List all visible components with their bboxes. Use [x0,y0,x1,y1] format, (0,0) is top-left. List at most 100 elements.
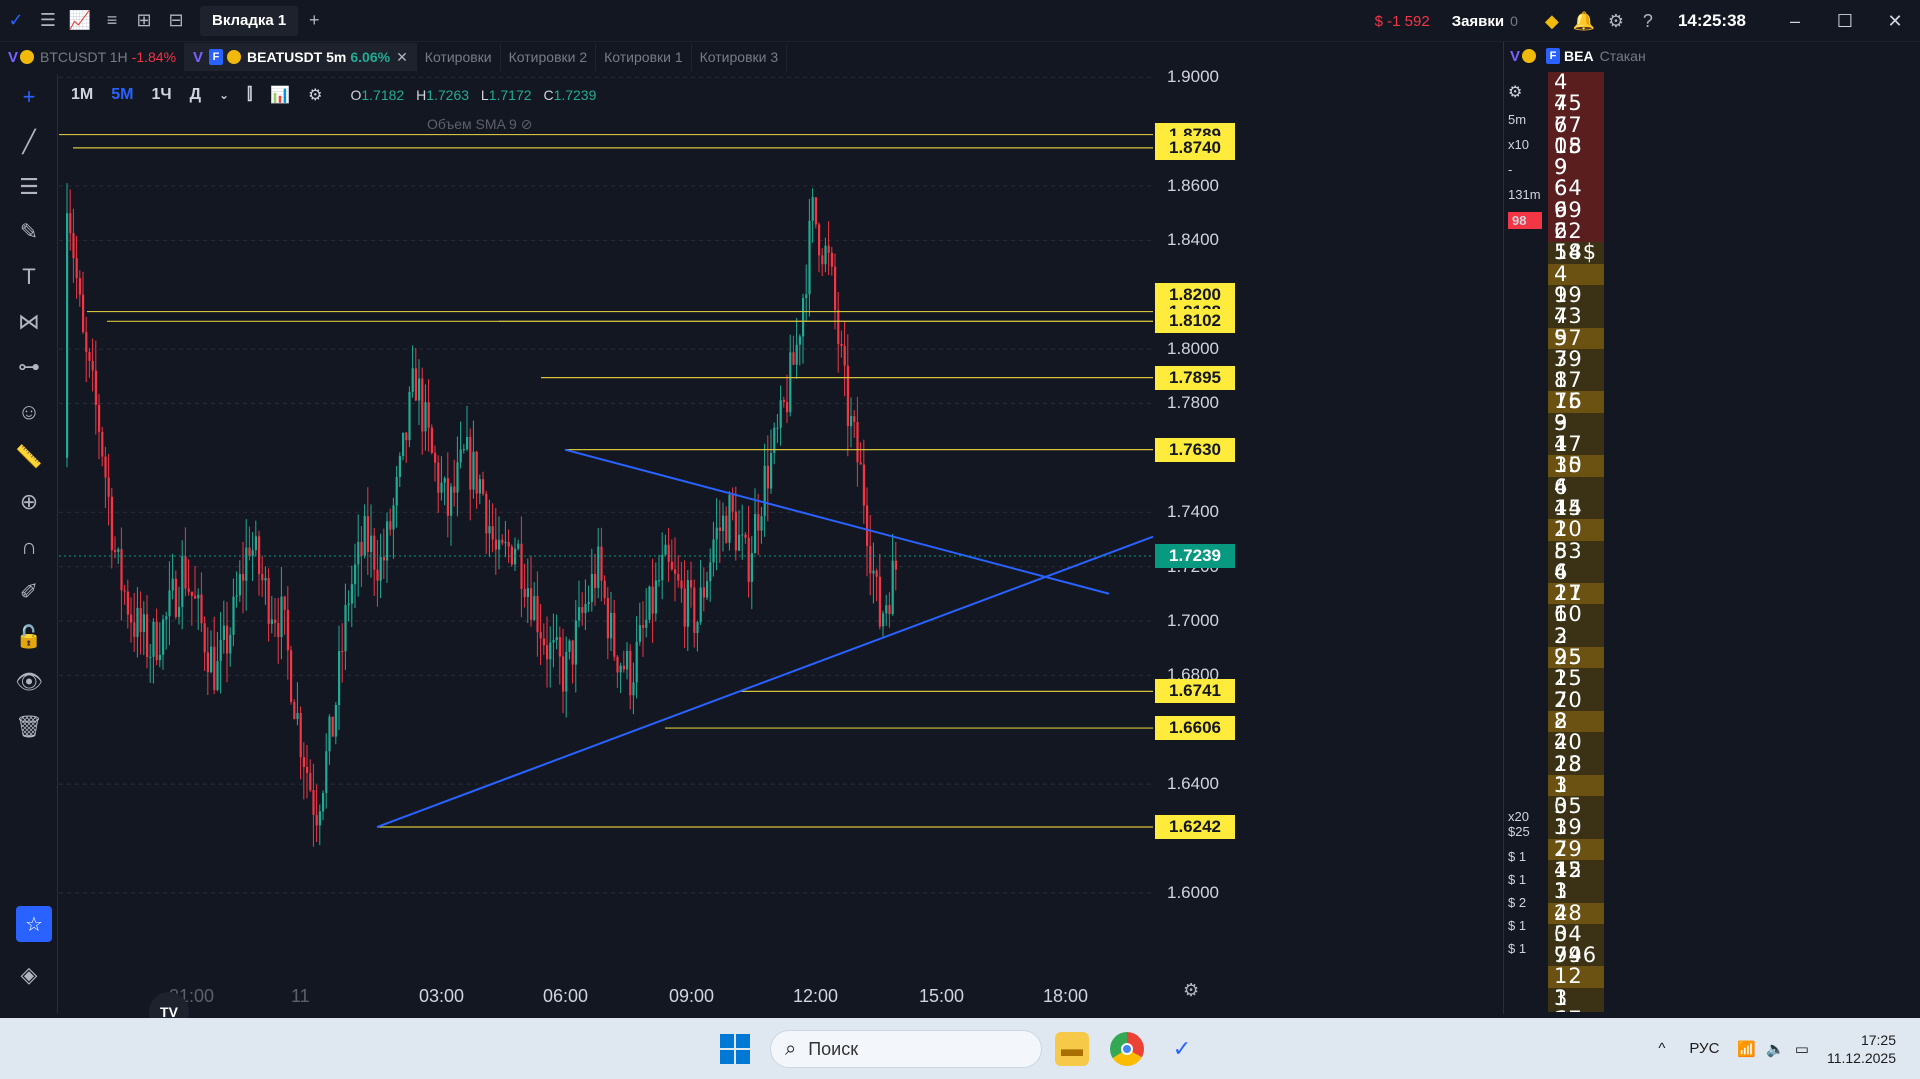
exchange-icon[interactable]: ◆ [1545,10,1559,31]
tab-quotes-3[interactable]: Котировки 3 [692,43,788,71]
trading-app-icon[interactable]: ✓ [1172,1036,1192,1061]
wifi-icon[interactable]: 📶 [1737,1040,1757,1058]
orderbook-row[interactable]: 6 45 [1548,476,1604,519]
ob-minus[interactable]: - [1508,162,1513,177]
orderbook-row[interactable]: 17 6 [1548,582,1604,625]
tab-quotes-1[interactable]: Котировки 1 [596,43,692,71]
chevron-down-icon[interactable]: ⌄ [219,88,230,102]
orderbook-row[interactable]: 9 64 [1548,156,1604,199]
level-price-badge[interactable]: 1.6242 [1155,815,1235,840]
language-indicator[interactable]: РУС [1689,1040,1720,1057]
orderbook-row[interactable]: 8 40 [1548,710,1604,753]
ob-amount[interactable]: $ 1 [1508,872,1527,887]
battery-icon[interactable]: ▭ [1794,1040,1809,1058]
orderbook-row[interactable]: 3 05 [1548,774,1604,817]
help-icon[interactable]: ? [1642,10,1653,31]
orderbook-list[interactable]: 4 754 776 0815 99 646 996 622 5418$4 199… [1548,72,1604,1012]
ob-amount[interactable]: $ 1 [1508,918,1527,933]
lock-drawings-icon[interactable]: ✐ [19,578,39,604]
emoji-icon[interactable]: ☺ [17,398,41,424]
tab-btcusdt[interactable]: V BTCUSDT 1H -1.84% [0,43,186,71]
chevron-up-icon[interactable]: ^ [1658,1040,1666,1057]
fib-icon[interactable]: ☰ [19,173,39,199]
level-price-badge[interactable]: 1.7895 [1155,365,1235,390]
chart-area[interactable]: 1М 5М 1Ч Д ⌄ ⫿ 📊 ⚙ O1.7182 H1.7263 L1.71… [59,67,1502,1068]
trash-icon[interactable]: 🗑 [15,713,43,739]
orderbook-row[interactable]: 12 3 [1548,859,1604,902]
magnet-icon[interactable]: ∩ [21,533,37,559]
settings-gear-icon[interactable]: ⚙ [1508,84,1523,101]
level-price-badge[interactable]: 1.8102 [1155,309,1235,334]
ob-scale[interactable]: x10 [1508,137,1529,152]
tab-quotes-2[interactable]: Котировки 2 [501,43,597,71]
orderbook-row[interactable]: 2 95 [1548,625,1604,668]
orderbook-row[interactable]: 20 2 [1548,689,1604,732]
ruler-icon[interactable]: 📏 [15,443,43,469]
timeframe-5m[interactable]: 5М [111,86,134,103]
bell-icon[interactable]: 🔔 [1572,10,1596,31]
minimize-button[interactable]: – [1789,10,1800,31]
tab-beatusdt[interactable]: V F BEATUSDT 5m 6.06% ✕ [185,43,417,71]
orders-button[interactable]: Заявки [1451,12,1505,30]
orderbook-row[interactable]: 15 9 [1548,135,1604,178]
volume-icon[interactable]: 🔈 [1766,1040,1785,1058]
timeframe-1m[interactable]: 1М [71,86,94,103]
orderbook-row[interactable]: 16 9 [1548,391,1604,434]
lock-icon[interactable]: 🔓 [15,623,43,649]
text-icon[interactable]: T [22,263,36,289]
level-price-badge[interactable]: 1.8740 [1155,135,1235,160]
tab-quotes[interactable]: Котировки [417,43,501,71]
orderbook-row[interactable]: 10 4 [1548,455,1604,497]
chart-settings-gear-icon[interactable]: ⚙ [1183,980,1200,1000]
orderbook-row[interactable]: 3 17 [1548,412,1604,455]
maximize-button[interactable]: ☐ [1836,10,1854,31]
windows-start-icon[interactable] [720,1034,750,1064]
taskbar-clock[interactable]: 17:25 11.12.2025 [1826,1031,1896,1066]
level-price-badge[interactable]: 1.6606 [1155,716,1235,741]
ob-amount[interactable]: $ 2 [1508,895,1527,910]
ob-timeframe[interactable]: 5m [1508,112,1527,127]
layout-grid-icon[interactable]: ⊞ [136,10,152,30]
file-explorer-icon[interactable]: ▬ [1055,1032,1089,1066]
orderbook-row[interactable]: 996 [1548,944,1604,967]
layers-icon[interactable]: ◈ [20,961,38,987]
candle-type-icon[interactable]: ⫿ [247,86,253,103]
zoom-icon[interactable]: ⊕ [19,488,39,514]
chart-settings-icon[interactable]: ⚙ [308,87,323,104]
price-chart[interactable] [59,74,1502,1014]
orderbook-row[interactable]: 25 2 [1548,646,1604,689]
list-icon[interactable]: ≡ [106,10,118,30]
taskbar-search[interactable]: ⌕ Поиск [770,1030,1042,1068]
volume-indicator-label[interactable]: Объем SMA 9 ⊘ [427,116,533,132]
close-button[interactable]: ✕ [1887,10,1903,31]
orderbook-row[interactable]: 10 3 [1548,604,1604,647]
orderbook-row[interactable]: 10 8 [1548,518,1604,561]
orderbook-row[interactable]: 4 21 [1548,561,1604,604]
orderbook-row[interactable]: 4 19 [1548,263,1604,306]
pattern-icon[interactable]: ⋈ [18,308,40,334]
forecast-icon[interactable]: ⊶ [18,353,40,379]
level-price-badge[interactable]: 1.7630 [1155,437,1235,462]
ob-amount[interactable]: $ 1 [1508,941,1527,956]
chrome-icon[interactable] [1110,1032,1144,1066]
timeframe-d[interactable]: Д [189,86,202,103]
add-tab-button[interactable]: + [309,10,320,30]
trendline-icon[interactable]: ╱ [22,128,36,154]
gear-icon[interactable]: ⚙ [1607,10,1624,31]
orderbook-row[interactable]: 13 1 [1548,753,1604,796]
brush-icon[interactable]: ✎ [19,218,39,244]
workspace-tab[interactable]: Вкладка 1 [200,5,299,36]
app-logo-icon[interactable]: ✓ [8,10,24,30]
eye-icon[interactable]: 👁 [15,668,43,694]
layout-multi-icon[interactable]: ⊟ [168,10,184,30]
orderbook-row[interactable]: 1 28 [1548,880,1604,923]
chart-icon[interactable]: 📈 [68,10,92,30]
orderbook-row[interactable]: 12 3 [1548,966,1604,1009]
star-icon[interactable]: ☆ [16,906,52,942]
orderbook-row[interactable]: 1 65 [1548,987,1604,1012]
watchlist-icon[interactable]: ☰ [39,10,57,30]
orderbook-row[interactable]: 4 75 [1548,72,1604,114]
orderbook-row[interactable]: 15 7 [1548,668,1604,710]
timeframe-1h[interactable]: 1Ч [151,86,172,103]
orderbook-row[interactable]: 14 2 [1548,497,1604,540]
